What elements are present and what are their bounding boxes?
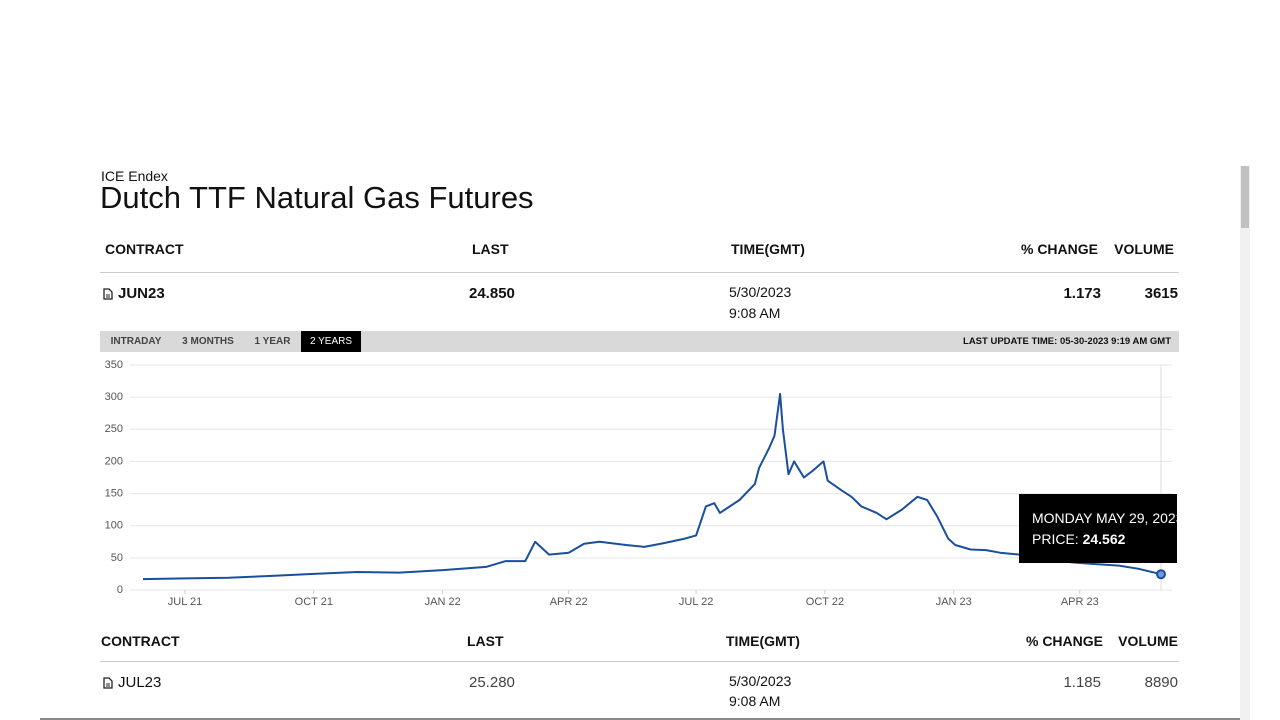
bottom-edge <box>40 718 1240 720</box>
volume: 3615 <box>1144 285 1178 302</box>
tooltip-date: MONDAY MAY 29, 2023 <box>1032 510 1184 526</box>
x-tick-label: OCT 22 <box>806 596 844 608</box>
tooltip-price-label: PRICE: <box>1032 531 1079 547</box>
col-header: CONTRACT <box>105 241 184 257</box>
col-header: % CHANGE <box>1025 633 1103 649</box>
x-tick-label: JUL 21 <box>168 596 202 608</box>
col-header: LAST <box>472 241 509 257</box>
last-update: LAST UPDATE TIME: 05-30-2023 9:19 AM GMT <box>963 336 1171 347</box>
x-tick-label: JAN 22 <box>425 596 461 608</box>
x-tick-label: JAN 23 <box>936 596 972 608</box>
tooltip-price: 24.562 <box>1082 531 1126 547</box>
tab[interactable]: 3 MONTHS <box>182 336 234 347</box>
y-tick-label: 150 <box>105 487 123 499</box>
last: 25.280 <box>469 674 515 691</box>
x-tick-label: APR 23 <box>1061 596 1099 608</box>
date: 5/30/2023 <box>729 284 792 300</box>
y-tick-label: 50 <box>111 552 123 564</box>
y-tick-label: 300 <box>105 391 123 403</box>
contract[interactable]: JUN23 <box>118 285 165 302</box>
chart: 0 50 100 150 200 250 300 350 JUL 21 OCT 21 JAN 22 A… <box>105 359 1172 608</box>
tooltip-label: PRICE: 24.562 <box>1032 531 1125 547</box>
contract[interactable]: JUL23 <box>118 674 162 691</box>
time: 9:08 AM <box>729 305 781 321</box>
divider <box>100 661 1179 662</box>
y-tick-label: 250 <box>105 423 123 435</box>
source: ICE Endex <box>101 168 168 184</box>
volume: 8890 <box>1144 674 1178 691</box>
time: 9:08 AM <box>729 693 781 709</box>
doc-icon <box>103 288 113 300</box>
x-tick-label: JUL 22 <box>679 596 713 608</box>
tab[interactable]: INTRADAY <box>110 336 162 347</box>
scroll-thumb[interactable] <box>1241 166 1249 228</box>
divider <box>100 272 1179 273</box>
change: 1.173 <box>1063 285 1101 302</box>
y-tick-label: 200 <box>105 455 123 467</box>
y-tick-label: 350 <box>105 359 123 371</box>
y-tick-label: 0 <box>117 584 123 596</box>
col-header: LAST <box>467 633 504 649</box>
tab-bar: INTRADAY 3 MONTHS 1 YEAR 2 YEARS LAST UP… <box>100 331 1179 352</box>
hover-point <box>1156 569 1166 580</box>
tooltip: MONDAY MAY 29, 2023 PRICE: 24.562 <box>1019 494 1183 563</box>
last: 24.850 <box>469 285 515 302</box>
price-line <box>142 392 1162 581</box>
date: 5/30/2023 <box>729 673 792 689</box>
col-header: % CHANGE <box>1020 241 1098 257</box>
x-tick-label: OCT 21 <box>295 596 333 608</box>
y-tick-label: 100 <box>105 520 123 532</box>
col-header: CONTRACT <box>101 633 180 649</box>
doc-icon <box>103 677 113 689</box>
x-tick-label: APR 22 <box>550 596 588 608</box>
col-header: TIME(GMT) <box>726 633 800 649</box>
scrollbar[interactable] <box>1240 166 1250 720</box>
tab-active[interactable]: 2 YEARS <box>301 331 361 352</box>
tab[interactable]: 1 YEAR <box>254 336 291 347</box>
col-header: VOLUME <box>1114 241 1174 257</box>
col-header: TIME(GMT) <box>731 241 805 257</box>
page-title: Dutch TTF Natural Gas Futures <box>100 180 534 215</box>
col-header: VOLUME <box>1118 633 1178 649</box>
change: 1.185 <box>1063 674 1101 691</box>
